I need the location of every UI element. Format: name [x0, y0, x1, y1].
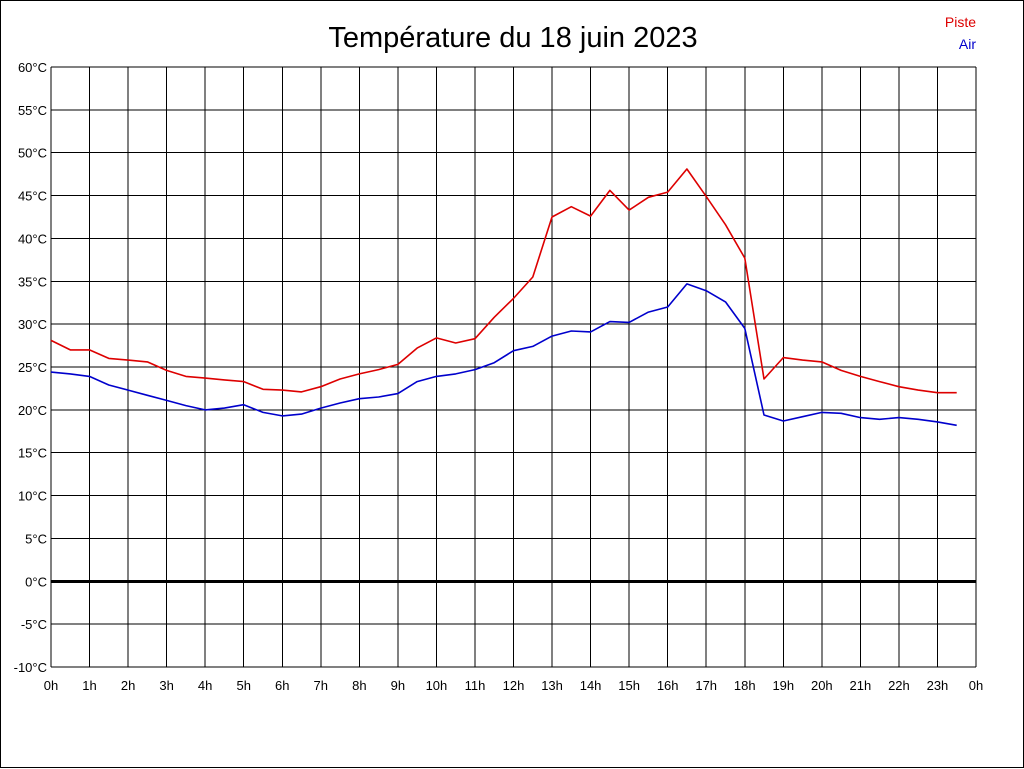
series-line-piste: [50, 168, 957, 394]
y-tick-label: 25°C: [18, 360, 47, 375]
x-tick-label: 12h: [503, 678, 525, 693]
y-tick-label: 35°C: [18, 274, 47, 289]
chart-title: Température du 18 juin 2023: [328, 22, 697, 54]
x-tick-label: 14h: [580, 678, 602, 693]
x-tick-label: 17h: [695, 678, 717, 693]
x-tick-label: 9h: [391, 678, 405, 693]
x-tick-label: 4h: [198, 678, 212, 693]
y-tick-label: 10°C: [18, 489, 47, 504]
x-tick-label: 5h: [236, 678, 250, 693]
x-tick-label: 0h: [969, 678, 983, 693]
y-tick-label: 5°C: [25, 531, 47, 546]
x-tick-label: 0h: [44, 678, 58, 693]
x-tick-label: 22h: [888, 678, 910, 693]
x-tick-label: 10h: [426, 678, 448, 693]
x-tick-label: 16h: [657, 678, 679, 693]
x-tick-label: 11h: [465, 678, 486, 693]
grid: [50, 66, 977, 668]
x-tick-label: 2h: [121, 678, 135, 693]
y-tick-label: 55°C: [18, 103, 47, 118]
legend-entry-piste: Piste: [945, 14, 976, 30]
x-tick-label: 7h: [314, 678, 328, 693]
y-tick-label: 45°C: [18, 189, 47, 204]
x-tick-label: 20h: [811, 678, 833, 693]
x-tick-label: 13h: [541, 678, 563, 693]
y-tick-label: 30°C: [18, 317, 47, 332]
x-tick-label: 19h: [772, 678, 794, 693]
y-tick-label: -10°C: [14, 660, 47, 675]
y-tick-label: 60°C: [18, 60, 47, 75]
x-tick-label: 23h: [927, 678, 949, 693]
x-tick-label: 6h: [275, 678, 289, 693]
y-tick-label: 15°C: [18, 446, 47, 461]
x-tick-label: 18h: [734, 678, 756, 693]
y-tick-label: 20°C: [18, 403, 47, 418]
series-layer: [50, 168, 957, 427]
x-tick-label: 8h: [352, 678, 366, 693]
y-tick-label: 50°C: [18, 146, 47, 161]
y-tick-label: 40°C: [18, 231, 47, 246]
legend-entry-air: Air: [959, 36, 976, 52]
y-axis-tick-labels: 60°C 55°C 50°C 45°C 40°C 35°C 30°C 25°C 20°C 15°C…: [14, 60, 47, 675]
y-tick-label: -5°C: [21, 617, 47, 632]
x-tick-label: 15h: [618, 678, 640, 693]
x-axis-tick-labels: 0h 1h 2h 3h 4h 5h 6h 7h 8h 9h 10h 11h 12h 13h 14h 15h 16…: [44, 678, 983, 693]
series-line-air: [50, 283, 957, 427]
x-tick-label: 1h: [82, 678, 96, 693]
y-tick-label: 0°C: [25, 574, 47, 589]
x-tick-label: 21h: [850, 678, 872, 693]
legend: Piste Air: [945, 14, 976, 52]
x-tick-label: 3h: [159, 678, 173, 693]
